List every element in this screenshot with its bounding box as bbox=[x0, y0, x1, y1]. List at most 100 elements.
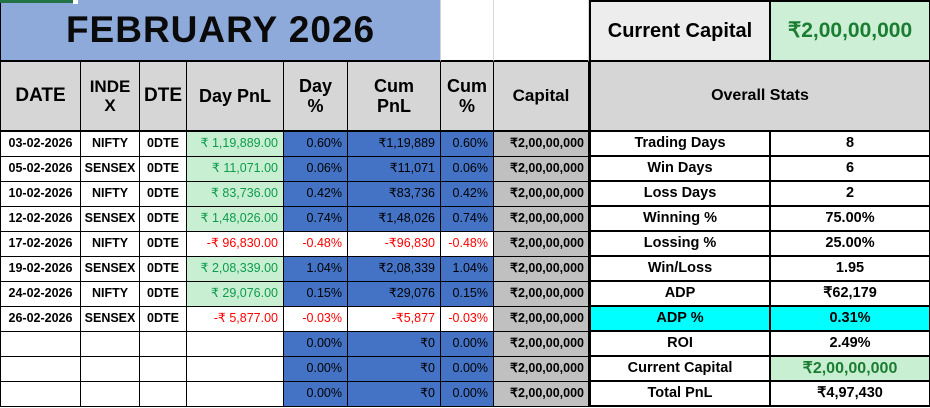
cell-index[interactable]: SENSEX bbox=[81, 157, 140, 182]
stat-label-winning-[interactable]: Winning % bbox=[589, 207, 771, 232]
cell-cum-pnl[interactable]: ₹0 bbox=[348, 382, 441, 407]
cell-dte[interactable]: 0DTE bbox=[140, 282, 187, 307]
header-date[interactable]: DATE bbox=[1, 62, 81, 132]
header-overall-stats[interactable]: Overall Stats bbox=[589, 62, 930, 132]
stat-value-win-days[interactable]: 6 bbox=[771, 157, 930, 182]
cell-capital[interactable]: ₹2,00,00,000 bbox=[494, 332, 589, 357]
cell-capital[interactable]: ₹2,00,00,000 bbox=[494, 232, 589, 257]
cell-day-pct[interactable]: 1.04% bbox=[284, 257, 348, 282]
stat-label-adp[interactable]: ADP bbox=[589, 282, 771, 307]
cell-date[interactable]: 12-02-2026 bbox=[1, 207, 81, 232]
current-capital-label-cell[interactable]: Current Capital bbox=[589, 0, 771, 62]
cell-date[interactable]: 10-02-2026 bbox=[1, 182, 81, 207]
cell-index[interactable]: SENSEX bbox=[81, 257, 140, 282]
cell-cum-pct[interactable]: 0.74% bbox=[441, 207, 494, 232]
stat-value-trading-days[interactable]: 8 bbox=[771, 132, 930, 157]
stat-label-roi[interactable]: ROI bbox=[589, 332, 771, 357]
cell-day-pct[interactable]: 0.06% bbox=[284, 157, 348, 182]
cell-day-pnl[interactable]: ₹ 1,48,026.00 bbox=[187, 207, 284, 232]
cell-dte[interactable] bbox=[140, 332, 187, 357]
header-cum-pct[interactable]: Cum % bbox=[441, 62, 494, 132]
cell-day-pct[interactable]: 0.74% bbox=[284, 207, 348, 232]
cell-day-pnl[interactable]: ₹ 2,08,339.00 bbox=[187, 257, 284, 282]
cell-cum-pct[interactable]: 0.00% bbox=[441, 382, 494, 407]
cell-date[interactable] bbox=[1, 332, 81, 357]
cell-dte[interactable]: 0DTE bbox=[140, 182, 187, 207]
stat-value-loss-days[interactable]: 2 bbox=[771, 182, 930, 207]
cell-cum-pct[interactable]: 0.00% bbox=[441, 357, 494, 382]
stat-label-current-capital[interactable]: Current Capital bbox=[589, 357, 771, 382]
cell-day-pct[interactable]: 0.60% bbox=[284, 132, 348, 157]
cell-index[interactable]: SENSEX bbox=[81, 207, 140, 232]
cell-dte[interactable] bbox=[140, 382, 187, 407]
header-capital[interactable]: Capital bbox=[494, 62, 589, 132]
cell-index[interactable]: NIFTY bbox=[81, 132, 140, 157]
stat-label-total-pnl[interactable]: Total PnL bbox=[589, 382, 771, 407]
stat-value-total-pnl[interactable]: ₹4,97,430 bbox=[771, 382, 930, 407]
cell-capital[interactable]: ₹2,00,00,000 bbox=[494, 307, 589, 332]
cell-capital[interactable]: ₹2,00,00,000 bbox=[494, 132, 589, 157]
cell-index[interactable]: NIFTY bbox=[81, 232, 140, 257]
stat-label-lossing-[interactable]: Lossing % bbox=[589, 232, 771, 257]
cell-date[interactable]: 03-02-2026 bbox=[1, 132, 81, 157]
cell-index[interactable]: SENSEX bbox=[81, 307, 140, 332]
cell-day-pct[interactable]: 0.00% bbox=[284, 332, 348, 357]
cell-dte[interactable]: 0DTE bbox=[140, 307, 187, 332]
cell-cum-pct[interactable]: 0.00% bbox=[441, 332, 494, 357]
cell-dte[interactable] bbox=[140, 357, 187, 382]
cell-day-pnl[interactable]: -₹ 5,877.00 bbox=[187, 307, 284, 332]
stat-label-trading-days[interactable]: Trading Days bbox=[589, 132, 771, 157]
cell-capital[interactable]: ₹2,00,00,000 bbox=[494, 357, 589, 382]
cell-dte[interactable]: 0DTE bbox=[140, 157, 187, 182]
stat-value-win-loss[interactable]: 1.95 bbox=[771, 257, 930, 282]
cell-capital[interactable]: ₹2,00,00,000 bbox=[494, 382, 589, 407]
cell-cum-pnl[interactable]: ₹0 bbox=[348, 332, 441, 357]
header-day-pnl[interactable]: Day PnL bbox=[187, 62, 284, 132]
cell-date[interactable]: 05-02-2026 bbox=[1, 157, 81, 182]
cell-date[interactable]: 19-02-2026 bbox=[1, 257, 81, 282]
cell-date[interactable] bbox=[1, 382, 81, 407]
cell-date[interactable]: 17-02-2026 bbox=[1, 232, 81, 257]
stat-label-win-days[interactable]: Win Days bbox=[589, 157, 771, 182]
cell-day-pnl[interactable] bbox=[187, 332, 284, 357]
cell-cum-pct[interactable]: -0.48% bbox=[441, 232, 494, 257]
header-day-pct[interactable]: Day % bbox=[284, 62, 348, 132]
cell-day-pnl[interactable]: ₹ 11,071.00 bbox=[187, 157, 284, 182]
cell-index[interactable]: NIFTY bbox=[81, 182, 140, 207]
header-cum-pnl[interactable]: Cum PnL bbox=[348, 62, 441, 132]
cell-cum-pnl[interactable]: ₹1,48,026 bbox=[348, 207, 441, 232]
cell-cum-pnl[interactable]: -₹5,877 bbox=[348, 307, 441, 332]
cell-cum-pct[interactable]: 0.06% bbox=[441, 157, 494, 182]
cell-capital[interactable]: ₹2,00,00,000 bbox=[494, 157, 589, 182]
cell-day-pct[interactable]: 0.42% bbox=[284, 182, 348, 207]
cell-index[interactable] bbox=[81, 357, 140, 382]
cell-cum-pnl[interactable]: ₹0 bbox=[348, 357, 441, 382]
empty-cell[interactable] bbox=[494, 0, 589, 62]
cell-cum-pct[interactable]: -0.03% bbox=[441, 307, 494, 332]
stat-value-winning-[interactable]: 75.00% bbox=[771, 207, 930, 232]
cell-cum-pnl[interactable]: ₹83,736 bbox=[348, 182, 441, 207]
cell-day-pnl[interactable]: -₹ 96,830.00 bbox=[187, 232, 284, 257]
cell-index[interactable] bbox=[81, 332, 140, 357]
stat-label-adp-[interactable]: ADP % bbox=[589, 307, 771, 332]
cell-capital[interactable]: ₹2,00,00,000 bbox=[494, 282, 589, 307]
header-index[interactable]: INDEX bbox=[81, 62, 140, 132]
cell-capital[interactable]: ₹2,00,00,000 bbox=[494, 207, 589, 232]
header-dte[interactable]: DTE bbox=[140, 62, 187, 132]
stat-value-lossing-[interactable]: 25.00% bbox=[771, 232, 930, 257]
cell-date[interactable]: 24-02-2026 bbox=[1, 282, 81, 307]
cell-cum-pct[interactable]: 0.15% bbox=[441, 282, 494, 307]
cell-day-pnl[interactable] bbox=[187, 382, 284, 407]
cell-dte[interactable]: 0DTE bbox=[140, 232, 187, 257]
cell-day-pct[interactable]: 0.15% bbox=[284, 282, 348, 307]
cell-day-pct[interactable]: -0.48% bbox=[284, 232, 348, 257]
cell-cum-pnl[interactable]: -₹96,830 bbox=[348, 232, 441, 257]
stat-value-adp[interactable]: ₹62,179 bbox=[771, 282, 930, 307]
stat-label-win-loss[interactable]: Win/Loss bbox=[589, 257, 771, 282]
cell-dte[interactable]: 0DTE bbox=[140, 132, 187, 157]
cell-capital[interactable]: ₹2,00,00,000 bbox=[494, 257, 589, 282]
current-capital-value-cell[interactable]: ₹2,00,00,000 bbox=[771, 0, 930, 62]
cell-cum-pnl[interactable]: ₹11,071 bbox=[348, 157, 441, 182]
cell-cum-pct[interactable]: 0.42% bbox=[441, 182, 494, 207]
cell-index[interactable]: NIFTY bbox=[81, 282, 140, 307]
